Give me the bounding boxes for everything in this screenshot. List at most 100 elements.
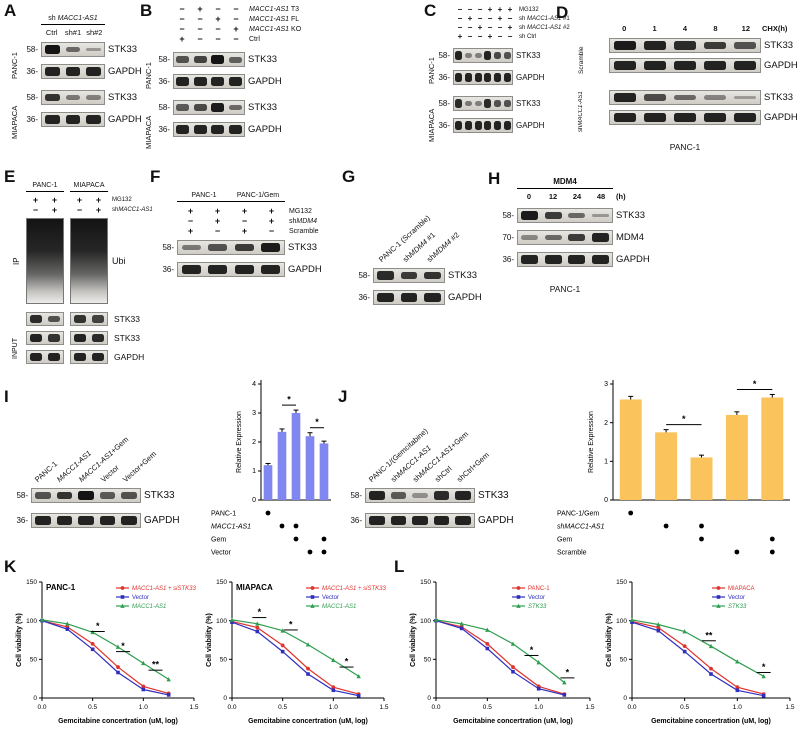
- condition-label: sh Ctrl: [519, 33, 537, 40]
- protein-band: [228, 77, 242, 86]
- blot-lane: [431, 489, 453, 502]
- condition-sign: −: [507, 13, 513, 23]
- protein-band: [73, 352, 87, 362]
- y-tick-label: 150: [616, 579, 627, 586]
- marker-square: [280, 649, 285, 654]
- y-tick-label: 150: [420, 579, 431, 586]
- protein-label: STK33: [108, 44, 138, 55]
- y-tick-label: 0: [33, 695, 37, 702]
- protein-band: [234, 243, 254, 252]
- series-line: [631, 621, 764, 697]
- blot-strip-row: 58- STK33: [354, 268, 482, 283]
- protein-label: STK33: [764, 40, 794, 51]
- legend-label: MACC1-AS1: [132, 604, 166, 610]
- blot-strip: [70, 350, 108, 364]
- blot-lane: [640, 59, 670, 72]
- blot-lane: [209, 101, 227, 114]
- protein-band: [65, 46, 81, 53]
- protein-label: GAPDH: [108, 114, 142, 125]
- condition-row: − + − + shMDM4: [177, 216, 319, 226]
- condition-sign: +: [467, 13, 473, 23]
- marker-square: [630, 620, 634, 625]
- panel-label-F: F: [150, 167, 161, 186]
- blot-strip-row: 36- GAPDH: [154, 122, 282, 137]
- protein-band: [544, 211, 562, 220]
- x-tick-label: 0.0: [627, 704, 636, 711]
- group-label-shmacc1: shMACC1-AS1: [578, 91, 584, 133]
- condition-sign: +: [507, 22, 513, 32]
- x-tick-label: 1.0: [139, 704, 148, 711]
- time-labels-D: 0 1 4 8 12: [609, 24, 761, 33]
- blot-strip: [609, 58, 761, 73]
- blot-lane: [71, 351, 89, 363]
- blot-lane: [205, 263, 232, 276]
- blot-lane: [610, 91, 640, 104]
- blot-lane: [421, 269, 444, 282]
- marker-triangle: [716, 603, 721, 608]
- panel-A: A sh MACC1-AS1 Ctrl sh#1 sh#2 PANC-1 MIAPA…: [4, 2, 142, 166]
- mw-marker: 58-: [26, 45, 38, 54]
- condition-sign: −: [507, 31, 513, 41]
- lane-label: 8: [713, 24, 718, 33]
- blot-lane: [83, 91, 104, 104]
- condition-signs: − − − +: [173, 24, 245, 34]
- protein-band: [674, 61, 696, 70]
- condition-signs: − − + − − +: [455, 22, 515, 32]
- marker-circle: [516, 586, 521, 590]
- marker-square: [536, 686, 541, 691]
- mw-marker: 58-: [16, 491, 28, 500]
- protein-band: [465, 100, 472, 107]
- condition-sign: +: [497, 13, 503, 23]
- protein-band: [369, 516, 385, 525]
- ubi-smear-miapaca: [70, 218, 108, 304]
- protein-band: [35, 516, 51, 525]
- protein-label: STK33: [516, 99, 541, 108]
- chart-title: PANC-1: [46, 583, 76, 592]
- y-axis-label: Cell viability (%): [410, 613, 417, 667]
- x-tick-label: 0.5: [278, 704, 287, 711]
- lane-label: 12: [741, 24, 750, 33]
- mw-marker: 36-: [438, 73, 450, 82]
- cell-line-label: MIAPACA: [144, 115, 153, 149]
- blot-strip-row: 36- GAPDH: [154, 74, 282, 89]
- blot-strip: [177, 240, 285, 255]
- condition-signs: − + − +: [26, 204, 108, 215]
- marker-triangle: [39, 617, 45, 622]
- condition-matrix-F: + + + + MG132− + − + shMDM4 + − + − Scramble: [177, 206, 319, 236]
- blot-lane: [83, 65, 104, 78]
- protein-band: [44, 45, 60, 54]
- condition-sign: −: [32, 204, 39, 215]
- marker-square: [65, 627, 70, 631]
- blot-strip: [609, 38, 761, 53]
- x-tick-label: 0.0: [227, 704, 236, 711]
- protein-band: [44, 115, 60, 124]
- protein-band: [474, 53, 482, 58]
- blot-lane: [174, 75, 192, 88]
- protein-band: [614, 113, 636, 122]
- blot-lane: [209, 75, 227, 88]
- protein-band: [494, 121, 501, 130]
- marker-triangle: [433, 617, 439, 622]
- condition-label: MG132: [289, 207, 312, 215]
- condition-signs: + + + +: [26, 195, 108, 205]
- blot-lane: [730, 91, 760, 104]
- protein-label: STK33: [248, 102, 278, 113]
- blot-lane: [174, 123, 192, 136]
- marker-circle: [120, 586, 125, 590]
- blot-lane: [27, 313, 45, 325]
- marker-triangle: [708, 643, 714, 649]
- marker-square: [255, 629, 260, 634]
- blot-lane: [192, 101, 210, 114]
- protein-band: [484, 51, 492, 60]
- protein-label: GAPDH: [248, 124, 282, 135]
- blot-lane: [388, 514, 410, 527]
- x-axis-label: Gemcitabine concertration (uM, log): [248, 718, 368, 725]
- blot-strip: [373, 290, 445, 305]
- diagonal-lane-label: shCtrl+Gem: [454, 450, 491, 484]
- blot-strip: [365, 513, 475, 528]
- lane-label: 48: [596, 192, 606, 201]
- protein-band: [544, 255, 562, 264]
- marker-square: [90, 647, 95, 652]
- marker-square: [761, 693, 766, 698]
- y-tick-label: 100: [616, 618, 627, 625]
